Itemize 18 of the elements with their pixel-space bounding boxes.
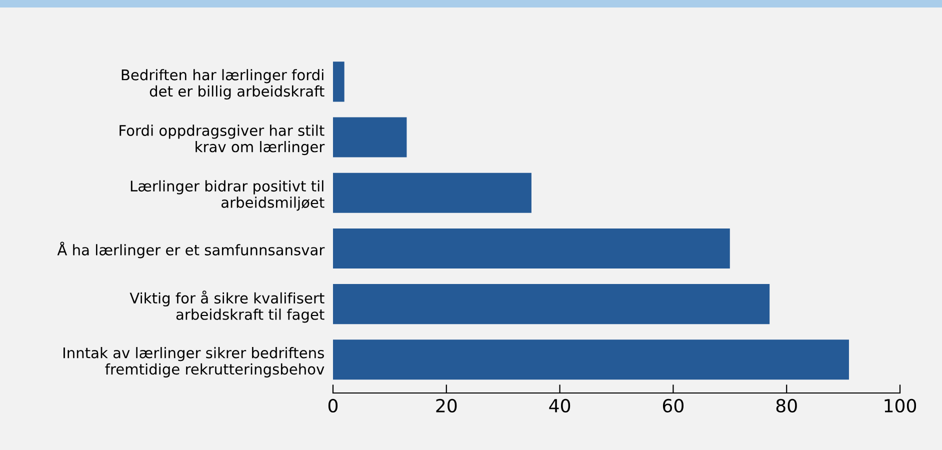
x-tick-label: 40 — [549, 398, 570, 413]
x-tick-label: 0 — [328, 398, 338, 413]
bar — [333, 284, 770, 324]
x-tick-label: 20 — [436, 398, 457, 413]
x-tick-label: 60 — [662, 398, 684, 413]
y-tick-label: Inntak av lærlinger sikrer bedriftens fremtidige rekrutteringsbehov — [63, 347, 324, 378]
x-tick-label: 100 — [884, 398, 916, 413]
y-tick-label: Viktig for å sikre kvalifisert arbeidskraft til faget — [130, 290, 324, 323]
bar — [333, 62, 344, 102]
y-tick-label: Lærlinger bidrar positivt til arbeidsmiljøet — [130, 180, 324, 211]
y-tick-label: Bedriften har lærlinger fordi det er billig arbeidskraft — [122, 69, 324, 100]
y-tick-label: Å ha lærlinger er et samfunnsansvar — [57, 242, 325, 258]
bar — [333, 340, 849, 380]
y-tick-label: Fordi oppdragsgiver har stilt krav om lærlinger — [120, 124, 325, 156]
bar — [333, 172, 532, 213]
bar — [333, 117, 407, 158]
bar — [333, 228, 730, 268]
x-tick-label: 80 — [776, 398, 797, 413]
